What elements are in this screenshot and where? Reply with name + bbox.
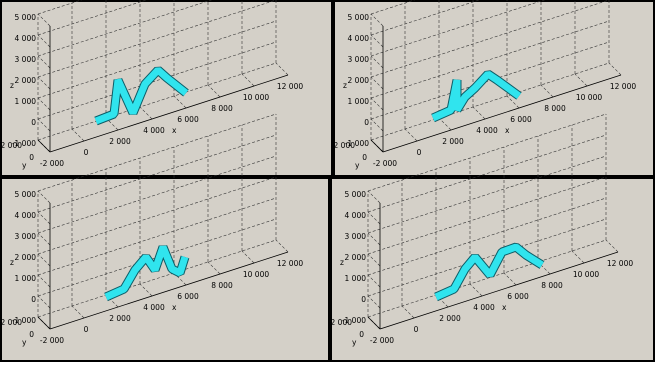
z-tick-label: 0 [31,118,36,127]
z-tick-label: 0 [361,295,366,304]
z-tick-label: 4 000 [15,34,37,43]
z-tick-label: 2 000 [345,253,367,262]
x-tick-label: 0 [84,148,89,157]
x-tick-label: 2 000 [439,314,461,323]
x-tick-label: -2 000 [370,336,394,345]
y-axis-label: y [22,161,27,170]
z-axis-label: z [10,258,14,267]
x-tick-label: 4 000 [143,126,165,135]
x-tick-label: 12 000 [277,259,303,268]
x-tick-label: 8 000 [211,104,233,113]
y-tick-label: 0 [359,330,364,339]
x-axis-label: x [172,126,177,135]
z-tick-label: 5 000 [15,13,37,22]
x-tick-label: 0 [414,325,419,334]
x-tick-label: 0 [84,325,89,334]
screenshot: 5 0004 0003 0002 0001 0000-1 000z-2 0000… [0,0,655,362]
y-tick-label: 0 [29,153,34,162]
x-tick-label: 8 000 [541,281,563,290]
z-tick-label: 0 [31,295,36,304]
x-axis-label: x [172,303,177,312]
y-tick-label: 2 000 [334,141,356,150]
z-axis-label: z [340,258,344,267]
z-tick-label: 1 000 [15,274,37,283]
x-tick-label: -2 000 [40,336,64,345]
z-tick-label: 5 000 [15,190,37,199]
x-tick-label: 6 000 [507,292,529,301]
x-tick-label: 10 000 [576,93,602,102]
x-tick-label: 10 000 [243,270,269,279]
z-tick-label: 4 000 [348,34,370,43]
y-tick-label: 2 000 [331,318,353,327]
x-tick-label: 2 000 [109,137,131,146]
y-axis-label: y [22,338,27,347]
z-tick-label: 3 000 [15,232,37,241]
z-tick-label: 4 000 [15,211,37,220]
x-tick-label: 6 000 [177,115,199,124]
x-tick-label: 2 000 [109,314,131,323]
x-tick-label: 10 000 [573,270,599,279]
y-axis-label: y [355,161,360,170]
z-tick-label: 5 000 [348,13,370,22]
plot-panel: 5 0004 0003 0002 0001 0000-1 000z-2 0000… [1,0,332,176]
x-tick-label: 12 000 [607,259,633,268]
x-tick-label: 0 [417,148,422,157]
z-tick-label: 3 000 [15,55,37,64]
z-tick-label: 1 000 [345,274,367,283]
x-tick-label: 4 000 [143,303,165,312]
x-tick-label: 10 000 [243,93,269,102]
y-tick-label: 2 000 [1,318,23,327]
z-tick-label: 2 000 [15,76,37,85]
z-tick-label: 2 000 [348,76,370,85]
x-tick-label: 4 000 [476,126,498,135]
z-axis-label: z [10,81,14,90]
y-tick-label: 2 000 [1,141,23,150]
x-axis-label: x [502,303,507,312]
z-tick-label: 3 000 [345,232,367,241]
x-tick-label: -2 000 [373,159,397,168]
x-axis-label: x [505,126,510,135]
x-tick-label: 6 000 [510,115,532,124]
z-tick-label: 2 000 [15,253,37,262]
x-tick-label: 8 000 [211,281,233,290]
z-tick-label: 0 [364,118,369,127]
z-tick-label: 1 000 [15,97,37,106]
y-tick-label: 0 [29,330,34,339]
x-tick-label: -2 000 [40,159,64,168]
z-axis-label: z [343,81,347,90]
z-tick-label: 4 000 [345,211,367,220]
z-tick-label: 1 000 [348,97,370,106]
y-axis-label: y [352,338,357,347]
x-tick-label: 6 000 [177,292,199,301]
z-tick-label: 3 000 [348,55,370,64]
x-tick-label: 12 000 [610,82,636,91]
z-tick-label: 5 000 [345,190,367,199]
x-tick-label: 12 000 [277,82,303,91]
y-tick-label: 0 [362,153,367,162]
x-tick-label: 4 000 [473,303,495,312]
x-tick-label: 8 000 [544,104,566,113]
x-tick-label: 2 000 [442,137,464,146]
